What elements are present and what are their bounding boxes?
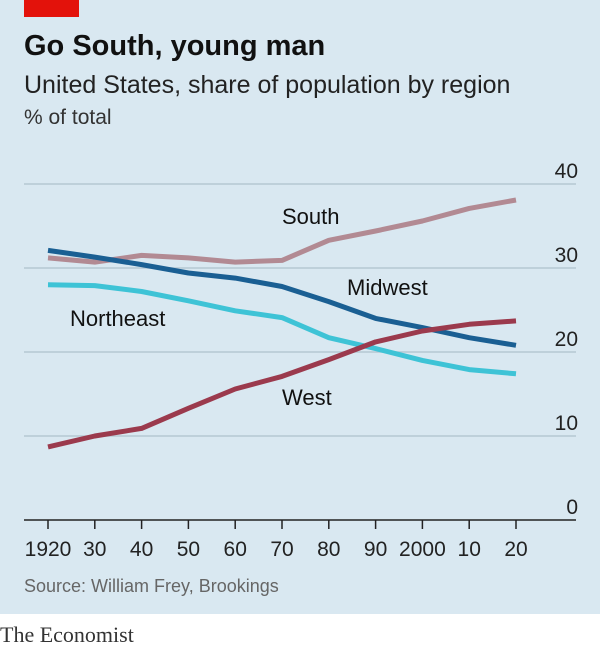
chart-panel: Go South, young man United States, share… [0,0,600,614]
y-tick-label: 0 [566,496,578,519]
series-label-south: South [282,204,340,229]
economist-logo-text: The Economist [0,622,134,647]
gridlines [24,183,576,437]
x-axis: 1920 30 40 50 60 70 80 90 2000 10 20 [24,519,576,561]
y-tick-label: 30 [555,244,578,267]
series-labels: South Midwest Northeast West [70,204,428,410]
series-label-northeast: Northeast [70,306,165,331]
y-tick-label: 40 [555,160,578,183]
chart-title: Go South, young man [24,30,326,62]
line-chart: 0 10 20 30 40 1920 30 40 50 60 70 80 90 2000 10 20 Sou… [24,160,578,561]
x-tick-label: 20 [504,538,527,561]
y-tick-label: 20 [555,328,578,351]
series-line-west [47,318,517,450]
series-label-west: West [282,385,332,410]
series-line-northeast [47,282,517,377]
x-tick-label: 70 [270,538,293,561]
x-tick-label: 30 [83,538,106,561]
series-line-south [47,197,517,265]
unit-label: % of total [24,106,112,129]
x-tick-label: 50 [177,538,200,561]
x-tick-label: 2000 [399,538,446,561]
chart-subtitle: United States, share of population by re… [24,71,511,99]
y-tick-labels: 0 10 20 30 40 [555,160,578,519]
series-lines [47,197,517,450]
series-line-midwest [47,247,517,348]
x-tick-label: 40 [130,538,153,561]
source-note: Source: William Frey, Brookings [24,576,279,596]
brand-red-tag [24,0,79,17]
series-label-midwest: Midwest [347,275,428,300]
x-tick-label: 60 [224,538,247,561]
x-tick-label: 1920 [25,538,72,561]
x-tick-label: 10 [458,538,481,561]
x-tick-label: 90 [364,538,387,561]
y-tick-label: 10 [555,412,578,435]
x-tick-label: 80 [317,538,340,561]
